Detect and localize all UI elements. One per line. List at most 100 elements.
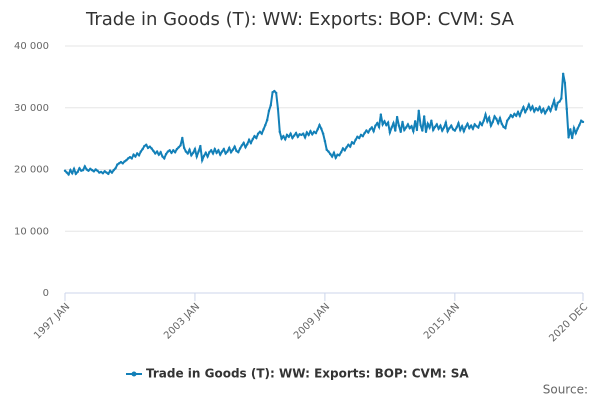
data-point bbox=[291, 136, 294, 140]
data-point bbox=[238, 147, 242, 150]
data-point bbox=[500, 122, 503, 126]
data-point bbox=[202, 154, 206, 158]
data-point bbox=[419, 123, 422, 127]
data-point bbox=[141, 147, 144, 151]
data-point bbox=[204, 151, 207, 155]
data-point bbox=[332, 151, 336, 155]
data-point bbox=[525, 107, 529, 111]
data-point bbox=[251, 138, 254, 141]
data-point bbox=[565, 107, 568, 111]
data-point bbox=[92, 170, 96, 173]
data-point bbox=[220, 150, 224, 153]
data-point bbox=[397, 124, 401, 127]
data-point bbox=[428, 126, 431, 129]
data-point bbox=[343, 149, 346, 152]
data-point bbox=[431, 128, 435, 132]
data-point bbox=[188, 148, 191, 151]
data-point bbox=[406, 123, 410, 126]
data-point bbox=[370, 126, 374, 129]
data-point bbox=[361, 134, 365, 138]
data-point bbox=[426, 122, 429, 126]
data-point bbox=[320, 127, 323, 130]
data-point bbox=[273, 89, 276, 93]
data-point bbox=[466, 122, 469, 126]
data-point bbox=[280, 137, 283, 140]
x-tick-label: 1997 JAN bbox=[32, 301, 72, 341]
data-point bbox=[433, 125, 437, 129]
data-point bbox=[112, 168, 115, 172]
data-point bbox=[177, 146, 180, 149]
data-point bbox=[576, 127, 579, 130]
data-point bbox=[69, 168, 72, 172]
data-point bbox=[318, 123, 321, 127]
data-point bbox=[386, 121, 390, 124]
data-point bbox=[282, 134, 285, 138]
data-point bbox=[87, 169, 90, 172]
data-point bbox=[558, 100, 561, 103]
data-point bbox=[505, 119, 509, 122]
data-point bbox=[363, 131, 366, 135]
data-point bbox=[439, 124, 442, 127]
data-point bbox=[538, 105, 541, 109]
data-point bbox=[374, 124, 377, 127]
data-point bbox=[323, 139, 327, 143]
data-point bbox=[487, 116, 491, 119]
data-point bbox=[469, 124, 473, 127]
data-point bbox=[383, 120, 386, 123]
data-point bbox=[513, 112, 516, 116]
data-point bbox=[125, 159, 128, 162]
data-point bbox=[365, 129, 368, 132]
data-point bbox=[424, 130, 428, 134]
data-point bbox=[542, 107, 545, 111]
data-point bbox=[338, 154, 341, 157]
data-point bbox=[253, 134, 256, 138]
data-point bbox=[81, 168, 85, 172]
data-point bbox=[455, 126, 458, 129]
data-point bbox=[551, 104, 554, 108]
data-point bbox=[132, 153, 135, 156]
data-point bbox=[101, 172, 105, 175]
data-point bbox=[421, 129, 424, 132]
data-point bbox=[175, 147, 179, 151]
data-point bbox=[540, 110, 543, 114]
data-point bbox=[163, 157, 166, 160]
data-point bbox=[527, 103, 531, 106]
data-point bbox=[285, 133, 289, 137]
data-point bbox=[520, 109, 523, 113]
data-point bbox=[235, 149, 238, 153]
data-point bbox=[441, 129, 444, 132]
data-point bbox=[99, 170, 103, 174]
data-point bbox=[392, 121, 395, 125]
data-point bbox=[90, 168, 94, 172]
data-point bbox=[321, 132, 325, 135]
data-point bbox=[507, 117, 511, 120]
data-point bbox=[246, 142, 249, 146]
data-point bbox=[478, 121, 482, 124]
data-point bbox=[543, 112, 547, 115]
data-point bbox=[264, 123, 267, 127]
data-point bbox=[327, 150, 330, 153]
data-point bbox=[522, 105, 525, 109]
data-point bbox=[63, 169, 67, 172]
data-point bbox=[67, 173, 70, 176]
data-point bbox=[148, 145, 152, 148]
data-point bbox=[547, 105, 550, 109]
data-point bbox=[381, 123, 384, 126]
data-point bbox=[305, 131, 309, 134]
data-point bbox=[415, 128, 419, 132]
data-point bbox=[114, 167, 117, 170]
data-point bbox=[296, 135, 300, 138]
data-point bbox=[536, 109, 540, 112]
data-point bbox=[258, 130, 262, 134]
data-point bbox=[74, 172, 78, 176]
data-point bbox=[581, 120, 585, 124]
data-point bbox=[155, 150, 159, 153]
data-point bbox=[173, 151, 177, 154]
data-point bbox=[150, 147, 153, 150]
source: Source: bbox=[543, 383, 588, 397]
data-point bbox=[376, 121, 379, 125]
data-point bbox=[354, 138, 357, 142]
data-point bbox=[468, 126, 471, 130]
x-tick-label: 2015 JAN bbox=[422, 301, 462, 341]
data-point bbox=[352, 142, 355, 145]
